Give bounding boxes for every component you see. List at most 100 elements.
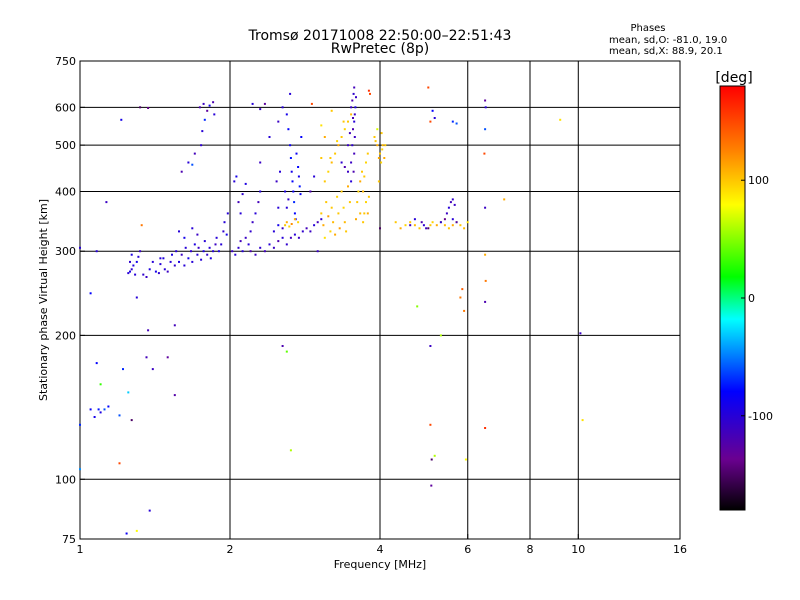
data-point: [348, 132, 351, 135]
data-point: [350, 180, 353, 183]
data-point: [353, 113, 356, 116]
data-point: [309, 230, 312, 233]
data-point: [254, 253, 257, 256]
data-point: [130, 268, 133, 271]
data-point: [484, 128, 487, 131]
data-point: [137, 255, 140, 258]
data-point: [127, 391, 130, 394]
data-point: [322, 224, 325, 227]
data-point: [380, 161, 383, 164]
data-point: [359, 212, 362, 215]
data-point: [287, 128, 290, 131]
data-point: [241, 250, 244, 253]
data-point: [433, 117, 436, 119]
data-point: [247, 243, 250, 246]
data-point: [373, 136, 376, 138]
data-point: [422, 224, 425, 227]
data-point: [187, 257, 190, 260]
data-point: [413, 224, 416, 227]
data-point: [443, 224, 446, 227]
data-point: [376, 128, 379, 131]
data-point: [353, 120, 356, 123]
data-point: [429, 120, 432, 123]
data-point: [380, 132, 383, 135]
data-point: [290, 223, 293, 225]
data-point: [173, 324, 176, 327]
data-point: [162, 257, 165, 260]
data-point: [484, 300, 487, 303]
data-point: [209, 257, 212, 260]
colorbar-tick-label: 0: [748, 292, 755, 305]
data-point: [180, 170, 183, 173]
data-point: [379, 227, 381, 230]
data-point: [268, 136, 271, 138]
data-point: [272, 230, 275, 233]
data-point: [323, 236, 326, 239]
y-tick-label: 750: [55, 55, 76, 68]
data-point: [316, 221, 319, 224]
data-point: [202, 250, 205, 253]
data-point: [399, 227, 402, 230]
data-point: [351, 144, 354, 147]
data-point: [377, 180, 380, 183]
data-point: [289, 92, 292, 95]
data-point: [320, 212, 323, 215]
data-point: [418, 227, 421, 230]
data-point: [295, 152, 298, 155]
data-point: [404, 224, 407, 227]
data-point: [263, 250, 266, 253]
data-point: [453, 203, 456, 206]
data-point: [175, 250, 178, 253]
data-point: [225, 233, 228, 236]
data-point: [166, 270, 169, 273]
y-axis-ticks: 75 100 200 300 400 500 600 750: [55, 55, 85, 546]
data-point: [281, 345, 284, 347]
data-point: [340, 190, 343, 193]
data-point: [251, 221, 254, 224]
data-point: [305, 227, 308, 230]
data-point: [334, 152, 337, 155]
data-point: [259, 246, 262, 249]
data-point: [355, 218, 357, 221]
data-point: [357, 190, 360, 193]
data-point: [203, 240, 206, 243]
data-point: [293, 218, 296, 221]
data-point: [359, 180, 362, 183]
data-point: [353, 86, 356, 89]
data-point: [435, 224, 438, 227]
data-point: [145, 356, 148, 359]
data-point: [409, 224, 412, 227]
data-point: [140, 224, 143, 227]
chart-title: Tromsø 20171008 22:50:00–22:51:43: [248, 28, 512, 44]
data-point: [455, 122, 458, 125]
data-point: [147, 329, 150, 332]
data-point: [191, 260, 194, 263]
data-point: [171, 253, 173, 256]
data-point: [332, 221, 335, 224]
data-point: [484, 427, 487, 429]
data-point: [340, 161, 343, 164]
data-point: [198, 106, 201, 109]
data-point: [272, 246, 275, 249]
data-point: [118, 462, 121, 465]
data-point: [159, 257, 162, 260]
data-point: [118, 414, 121, 417]
y-tick-label: 200: [55, 329, 76, 342]
data-point: [284, 224, 287, 227]
x-tick-label: 8: [527, 543, 534, 556]
data-point: [365, 161, 367, 164]
data-point: [430, 484, 433, 487]
data-point: [279, 170, 281, 173]
data-point: [237, 246, 240, 249]
data-point: [455, 221, 458, 224]
data-point: [343, 166, 346, 168]
data-point: [107, 405, 110, 408]
data-point: [291, 180, 294, 183]
data-point: [297, 221, 300, 224]
colorbar-tick-label: -100: [748, 410, 773, 423]
data-point: [281, 236, 284, 239]
data-point: [292, 190, 295, 193]
data-point: [157, 272, 160, 275]
data-point: [330, 109, 333, 112]
data-point: [289, 236, 292, 239]
